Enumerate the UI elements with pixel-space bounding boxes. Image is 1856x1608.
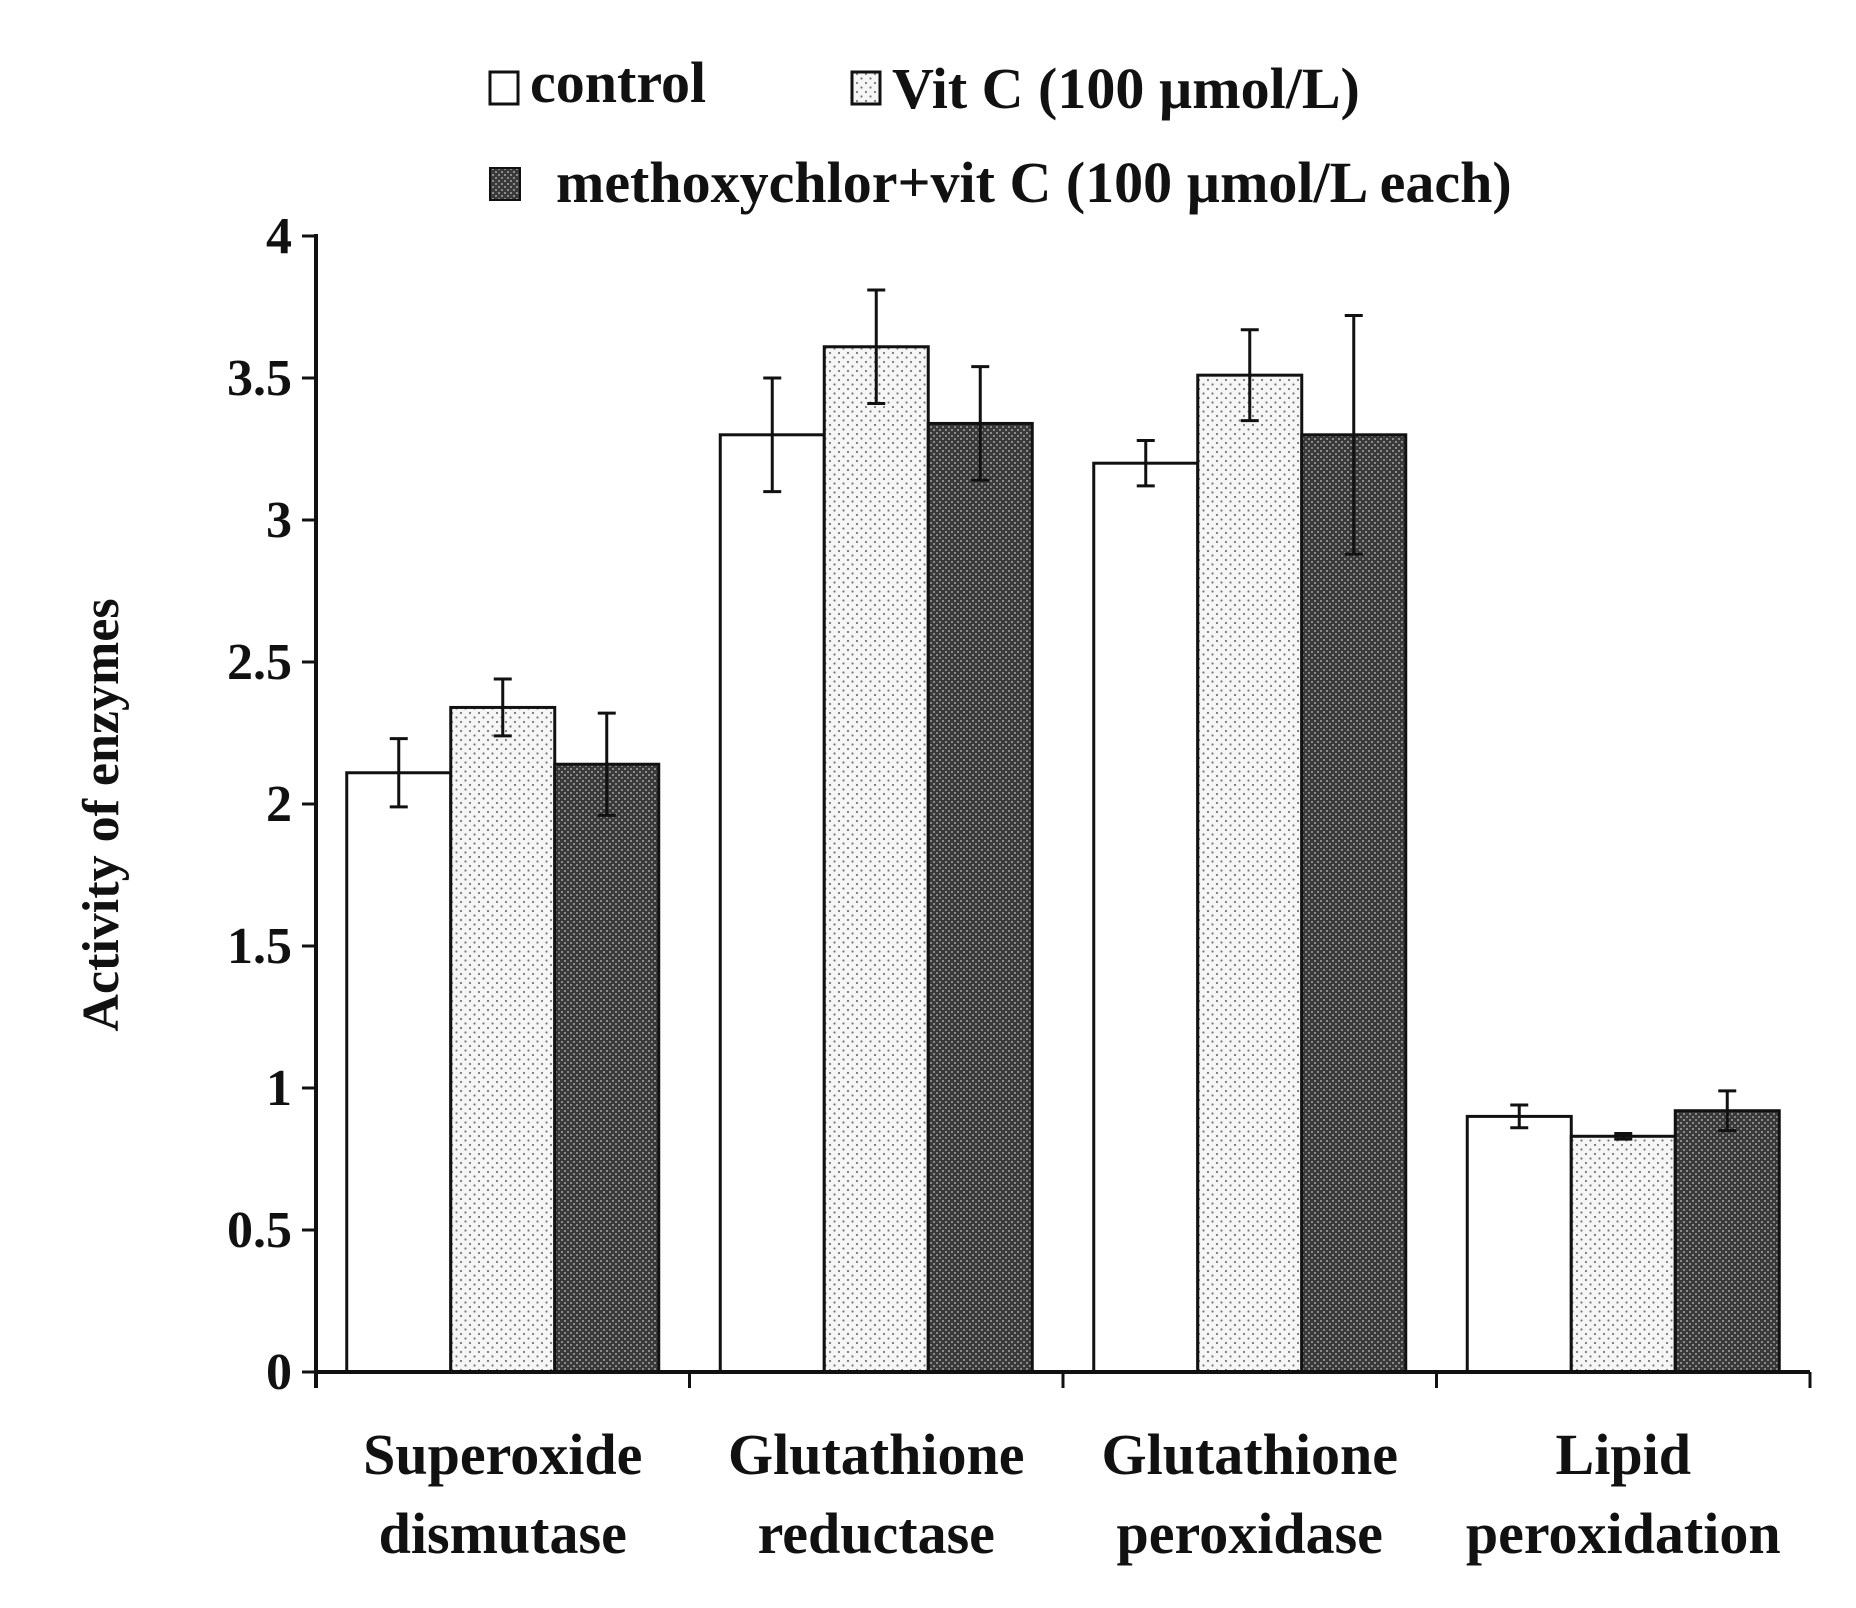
bar-series0-cat0 bbox=[345, 771, 453, 1374]
error-bar-series0-cat0 bbox=[389, 737, 408, 809]
bar-series1-cat1 bbox=[822, 345, 930, 1374]
y-tick-label-3: 1.5 bbox=[227, 918, 292, 975]
x-category-label-3-line0: Lipid bbox=[1556, 1422, 1691, 1487]
x-category-label-1-line1: reductase bbox=[758, 1501, 995, 1566]
legend-swatch-methoxychlor-vit-c bbox=[489, 167, 521, 201]
error-bar-series2-cat3 bbox=[1718, 1089, 1737, 1133]
bar-series0-cat3 bbox=[1465, 1114, 1573, 1374]
bars-group bbox=[345, 345, 1781, 1374]
legend-swatch-vit-c bbox=[850, 70, 882, 106]
legend-item-methoxychlor-vit-c: methoxychlor+vit C (100 µmol/L each) bbox=[489, 150, 1512, 215]
legend-label-methoxychlor-vit-c: methoxychlor+vit C (100 µmol/L each) bbox=[556, 150, 1512, 215]
bar-series0-cat1 bbox=[718, 433, 826, 1374]
bar-series2-cat0 bbox=[553, 762, 661, 1374]
legend-item-control: control bbox=[488, 50, 706, 115]
legend-item-vit-c: Vit C (100 µmol/L) bbox=[850, 56, 1360, 121]
error-bar-series1-cat1 bbox=[867, 288, 886, 406]
y-tick-label-6: 3 bbox=[266, 492, 292, 549]
error-bar-series1-cat0 bbox=[493, 677, 512, 738]
x-category-label-1-line0: Glutathione bbox=[728, 1422, 1025, 1487]
error-bar-series1-cat3 bbox=[1614, 1131, 1633, 1141]
legend: control Vit C (100 µmol/L) methoxychlor+… bbox=[488, 50, 1512, 215]
error-bar-series0-cat3 bbox=[1510, 1103, 1529, 1130]
y-tick-label-5: 2.5 bbox=[227, 634, 292, 691]
x-category-label-2-line0: Glutathione bbox=[1102, 1422, 1399, 1487]
y-ticks-group: 0 0.5 1 1.5 2 2.5 3 3.5 4 bbox=[227, 208, 316, 1401]
y-axis-title: Activity of enzymes bbox=[73, 598, 130, 1031]
error-bar-series0-cat1 bbox=[763, 376, 782, 494]
error-bar-series0-cat2 bbox=[1136, 438, 1155, 488]
bar-series2-cat1 bbox=[926, 421, 1034, 1374]
x-category-label-2-line1: peroxidase bbox=[1117, 1501, 1383, 1566]
axes-group bbox=[314, 234, 1812, 1388]
legend-label-control: control bbox=[530, 50, 706, 115]
error-bars-group bbox=[389, 288, 1737, 1141]
bar-series0-cat2 bbox=[1092, 461, 1200, 1374]
x-category-label-0-line0: Superoxide bbox=[363, 1422, 642, 1487]
y-tick-label-8: 4 bbox=[266, 208, 292, 265]
bar-series1-cat3 bbox=[1569, 1134, 1677, 1374]
y-tick-label-7: 3.5 bbox=[227, 350, 292, 407]
error-bar-series2-cat1 bbox=[971, 365, 990, 482]
x-category-label-3-line1: peroxidation bbox=[1466, 1501, 1781, 1566]
y-tick-label-4: 2 bbox=[266, 776, 292, 833]
y-tick-label-2: 1 bbox=[266, 1060, 292, 1117]
bar-series1-cat0 bbox=[449, 705, 557, 1374]
legend-swatch-control bbox=[488, 70, 520, 106]
x-category-label-0-line1: dismutase bbox=[379, 1501, 627, 1566]
bar-series2-cat3 bbox=[1673, 1109, 1781, 1374]
error-bar-series1-cat2 bbox=[1240, 328, 1259, 423]
bar-series1-cat2 bbox=[1196, 373, 1304, 1374]
error-bar-series2-cat0 bbox=[597, 711, 616, 817]
x-labels-group: Superoxide dismutase Glutathione reductase G… bbox=[363, 1422, 1781, 1566]
legend-label-vit-c: Vit C (100 µmol/L) bbox=[892, 56, 1360, 121]
y-tick-label-1: 0.5 bbox=[227, 1202, 292, 1259]
y-tick-label-0: 0 bbox=[266, 1344, 292, 1401]
error-bar-series2-cat2 bbox=[1344, 314, 1363, 556]
bar-series2-cat2 bbox=[1300, 433, 1408, 1374]
